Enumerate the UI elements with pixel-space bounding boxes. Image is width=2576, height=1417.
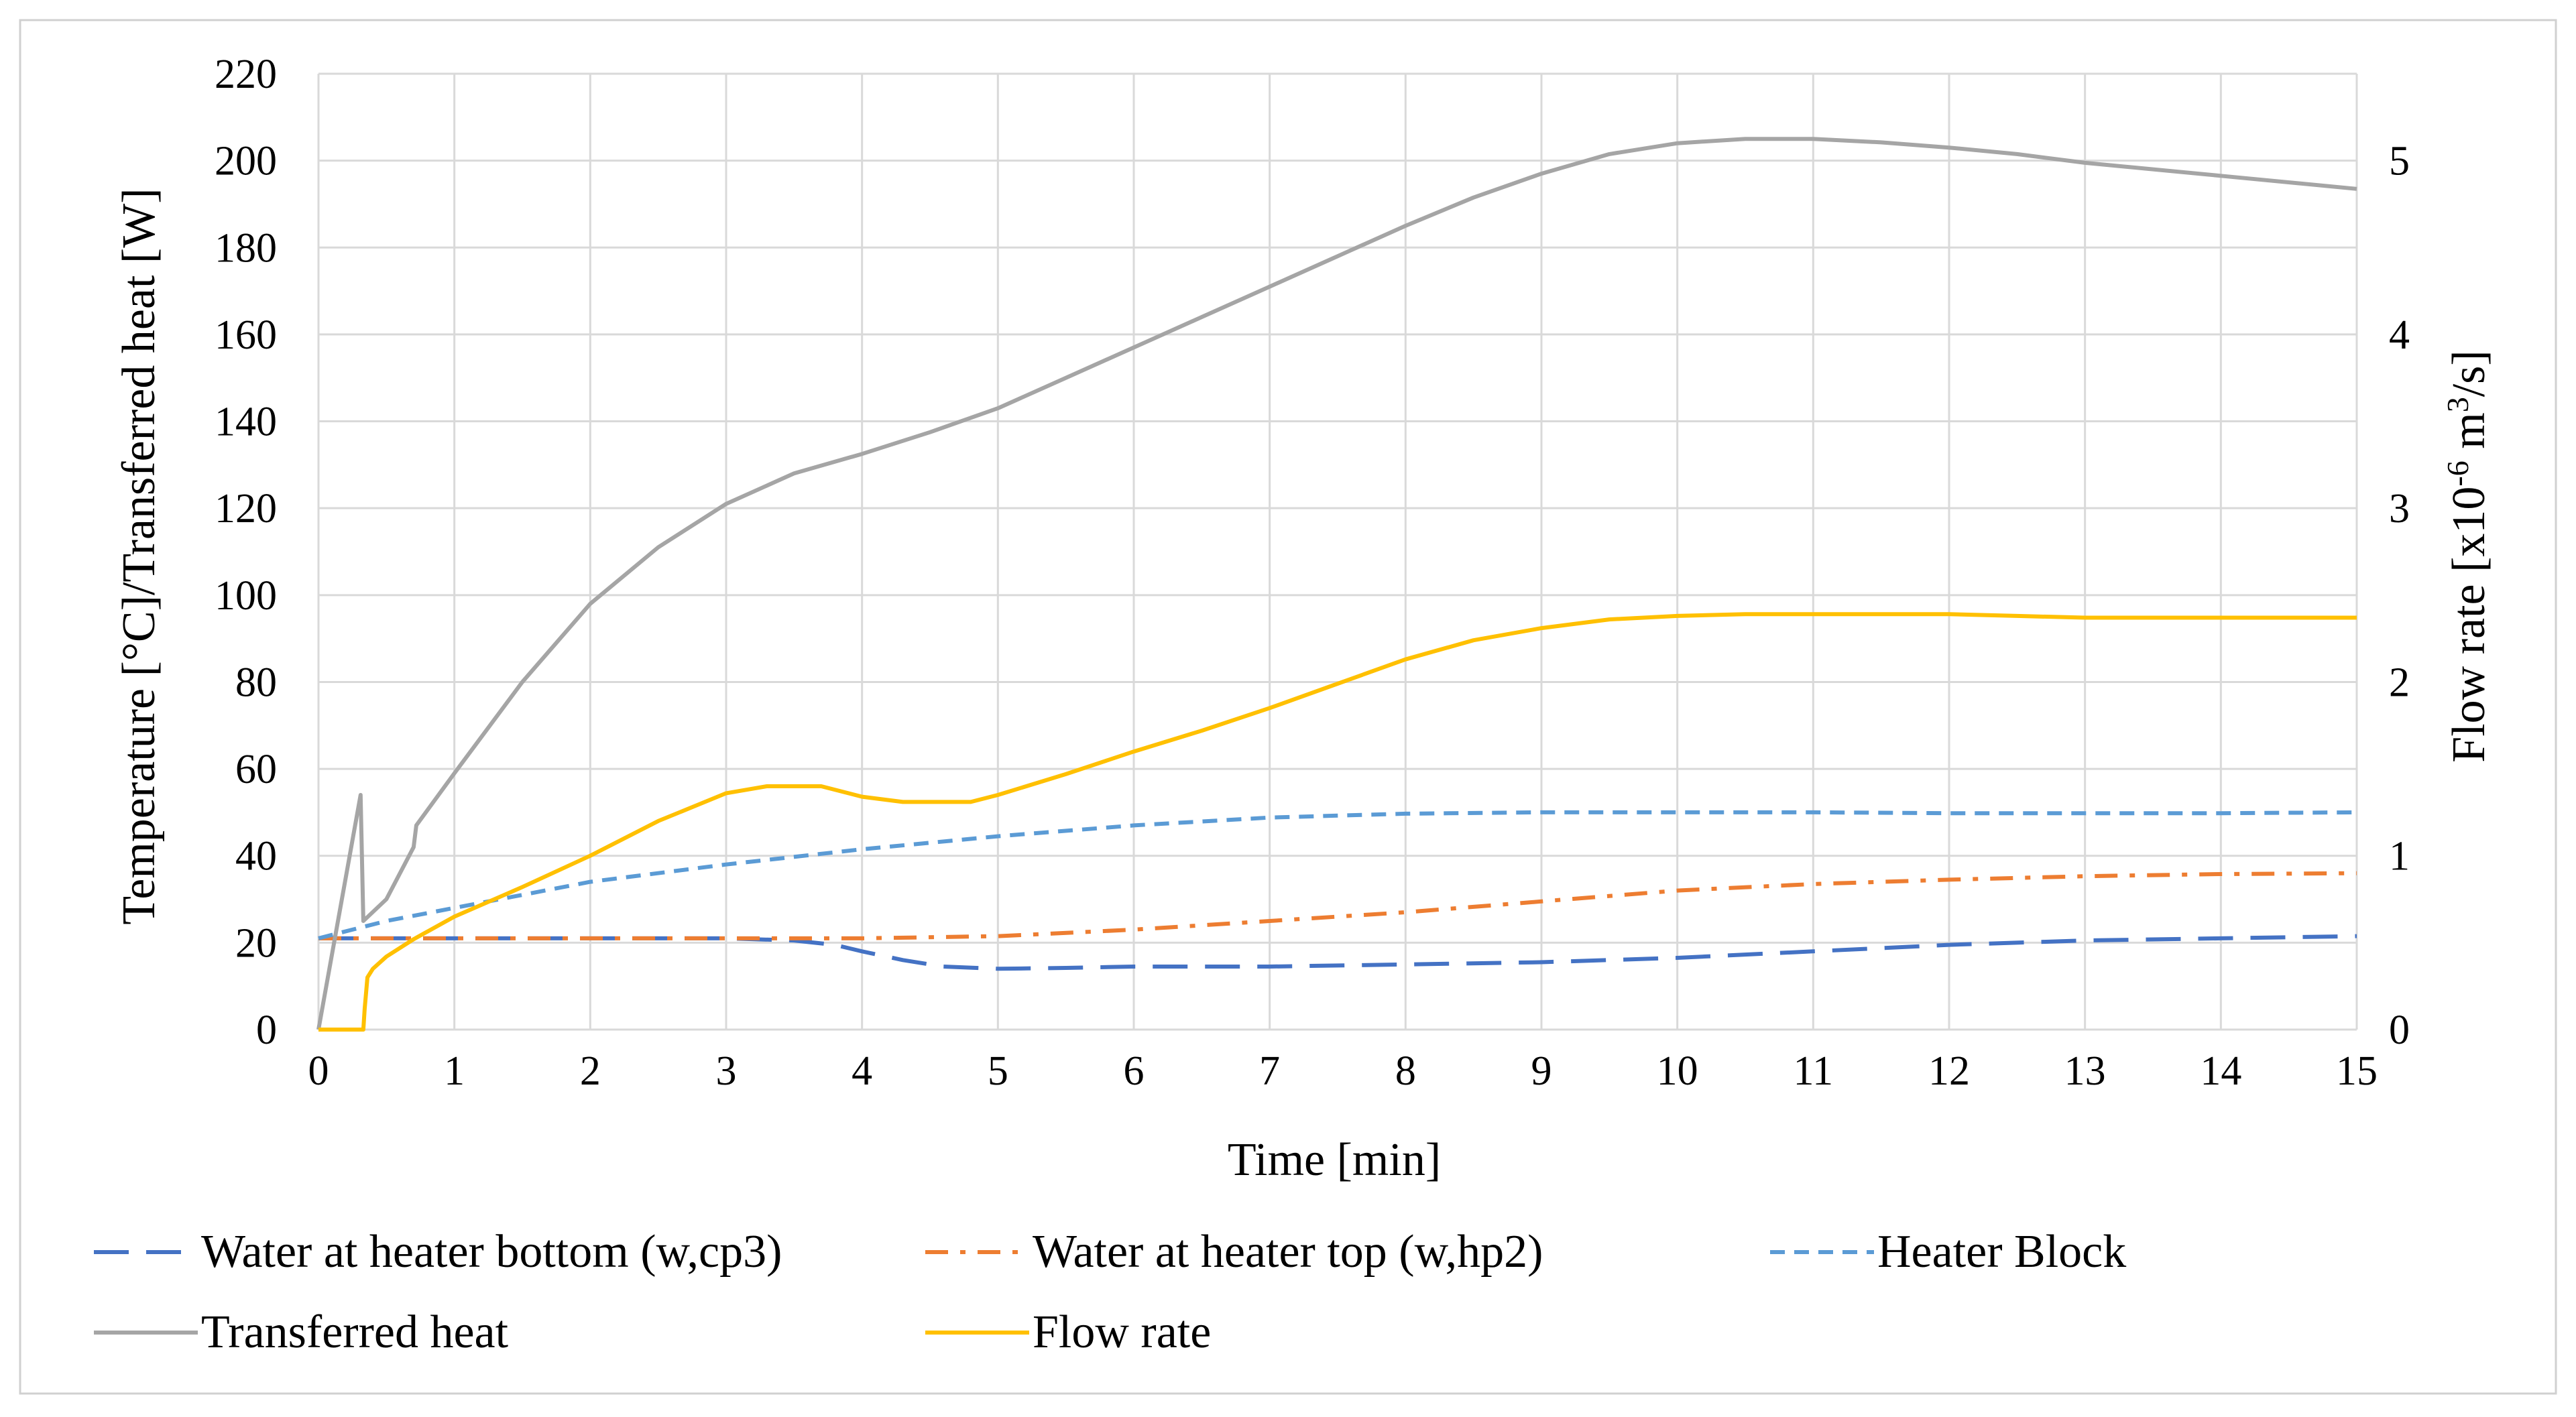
y-tick-label: 180 [215, 225, 277, 271]
y2-axis-title-suffix: /s] [2443, 350, 2495, 397]
legend: Water at heater bottom (w,cp3) Water at h… [94, 1226, 2126, 1358]
x-tick-label: 9 [1531, 1048, 1552, 1094]
chart-frame [19, 19, 2557, 1395]
y2-tick-label: 3 [2389, 486, 2410, 532]
legend-label: Flow rate [1033, 1306, 1211, 1358]
x-tick-label: 8 [1395, 1048, 1416, 1094]
x-tick-label: 0 [308, 1048, 329, 1094]
y-tick-label: 0 [256, 1007, 277, 1053]
x-tick-label: 14 [2200, 1048, 2241, 1094]
legend-item: Water at heater bottom (w,cp3) [94, 1226, 782, 1278]
y-tick-label: 20 [235, 920, 277, 966]
series-line-transferred-heat [316, 137, 2357, 1030]
legend-label: Water at heater top (w,hp2) [1033, 1226, 1543, 1278]
y-tick-label: 120 [215, 486, 277, 532]
legend-item: Flow rate [925, 1306, 1211, 1358]
legend-label: Water at heater bottom (w,cp3) [201, 1226, 782, 1278]
series-lines [316, 137, 2357, 1032]
x-tick-label: 7 [1259, 1048, 1280, 1094]
x-tick-label: 12 [1928, 1048, 1970, 1094]
legend-item: Transferred heat [94, 1306, 509, 1358]
x-tick-label: 10 [1657, 1048, 1698, 1094]
y2-tick-label: 5 [2389, 139, 2410, 184]
x-tick-label: 2 [580, 1048, 601, 1094]
y2-tick-label: 0 [2389, 1007, 2410, 1053]
y2-axis-title: Flow rate [x10-6 m3/s] [2441, 350, 2495, 762]
y2-tick-label: 4 [2389, 312, 2410, 358]
x-tick-label: 11 [1793, 1048, 1833, 1094]
x-tick-label: 4 [852, 1048, 872, 1094]
y2-axis-title-exponent: -6 [2441, 460, 2475, 486]
legend-label: Transferred heat [201, 1306, 509, 1358]
y2-axis-title-unit: m [2443, 412, 2495, 460]
axes: 0 1 2 3 4 5 6 7 8 9 10 11 12 13 14 15020406080100120140… [215, 52, 2410, 1094]
y-tick-label: 80 [235, 660, 277, 705]
x-tick-label: 5 [988, 1048, 1008, 1094]
y-tick-label: 140 [215, 399, 277, 445]
y-tick-label: 220 [215, 52, 277, 97]
x-tick-label: 1 [444, 1048, 465, 1094]
y2-axis-title-unit-exponent: 3 [2441, 397, 2475, 412]
x-tick-label: 13 [2064, 1048, 2106, 1094]
y-tick-label: 200 [215, 139, 277, 184]
y2-tick-label: 1 [2389, 834, 2410, 879]
series-line-flow-rate [318, 612, 2357, 1032]
x-tick-label: 15 [2336, 1048, 2378, 1094]
x-tick-label: 6 [1124, 1048, 1145, 1094]
y-tick-label: 60 [235, 747, 277, 792]
legend-item: Heater Block [1770, 1226, 2126, 1278]
y-tick-label: 40 [235, 834, 277, 879]
y2-tick-label: 2 [2389, 660, 2410, 705]
gridlines [317, 72, 2358, 1031]
series-line-water-at-heater-bottom-w-cp3 [318, 934, 2357, 971]
x-axis-title: Time [min] [1228, 1134, 1441, 1186]
y-tick-label: 100 [215, 573, 277, 619]
legend-label: Heater Block [1877, 1226, 2126, 1278]
legend-item: Water at heater top (w,hp2) [925, 1226, 1543, 1278]
y-tick-label: 160 [215, 312, 277, 358]
series-line-heater-block [318, 810, 2357, 940]
y2-axis-title-prefix: Flow rate [x10 [2443, 487, 2495, 763]
y-axis-title: Temperature [°C]/Transferred heat [W] [113, 188, 165, 924]
x-tick-label: 3 [716, 1048, 737, 1094]
